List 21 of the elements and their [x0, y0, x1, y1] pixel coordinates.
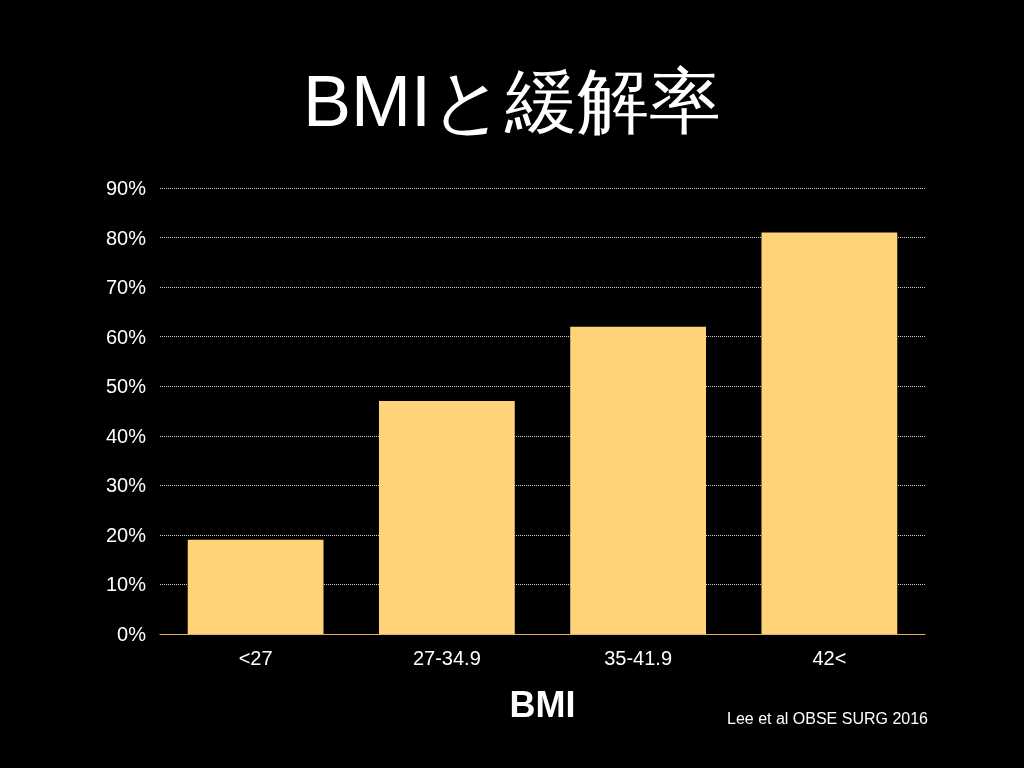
y-tick-label: 80% — [105, 226, 147, 249]
y-tick-label: 60% — [105, 325, 147, 348]
y-tick-label: 70% — [105, 276, 147, 299]
x-tick-label: <27 — [238, 647, 273, 669]
x-axis-title: BMI — [509, 683, 576, 725]
bar — [761, 232, 898, 634]
x-tick-label: 27-34.9 — [412, 647, 481, 669]
x-tick-label: 42< — [812, 647, 847, 669]
y-tick-label: 30% — [105, 474, 147, 497]
y-tick-label: 20% — [105, 523, 147, 546]
y-tick-label: 0% — [117, 623, 147, 645]
y-tick-label: 40% — [105, 424, 147, 447]
x-tick-label: 35-41.9 — [604, 647, 673, 669]
bar — [187, 539, 324, 634]
chart-title: BMIと緩解率 — [302, 61, 722, 141]
y-tick-label: 90% — [105, 177, 147, 199]
text: Lee et al OBSE SURG 2016 — [727, 709, 929, 727]
y-tick-label: 10% — [105, 573, 147, 596]
bar — [378, 401, 515, 634]
y-tick-label: 50% — [105, 375, 147, 398]
bar — [570, 326, 707, 634]
